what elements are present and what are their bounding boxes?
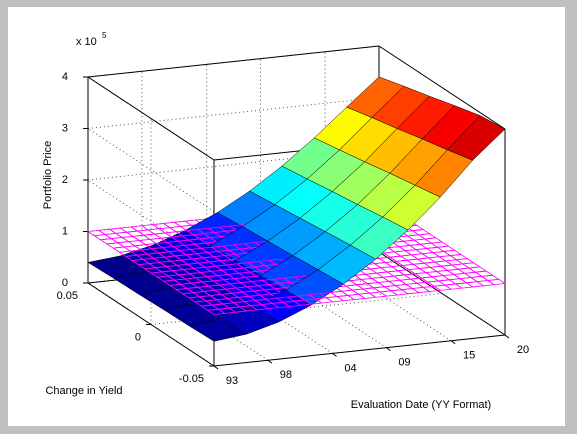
- z-axis-label: Portfolio Price: [42, 141, 54, 209]
- surface-cell: [447, 115, 506, 161]
- x-tick-label: 09: [398, 357, 410, 369]
- x-tick: [213, 365, 219, 370]
- z-tick-label: 4: [62, 71, 68, 83]
- plane-cell: [206, 308, 226, 315]
- box-edge: [213, 334, 506, 367]
- grid-line: [87, 148, 380, 181]
- box-edge: [378, 45, 506, 130]
- x-tick-label: 20: [517, 344, 529, 356]
- x-tick: [504, 334, 510, 339]
- y-tick-label: 0.05: [57, 290, 78, 302]
- x-tick: [332, 352, 337, 357]
- x-tick: [267, 359, 273, 364]
- z-exponent: 5: [102, 31, 107, 40]
- box-edge: [87, 76, 215, 161]
- x-tick-label: 04: [344, 362, 356, 374]
- x-tick: [450, 340, 456, 345]
- x-tick-label: 15: [463, 350, 475, 362]
- z-multiplier: x 10: [76, 36, 97, 48]
- x-tick-label: 93: [226, 375, 238, 387]
- x-tick-label: 98: [280, 369, 292, 381]
- z-tick-label: 2: [62, 174, 68, 186]
- z-tick-label: 0: [62, 277, 68, 289]
- x-axis-label: Evaluation Date (YY Format): [351, 399, 491, 411]
- z-tick-label: 3: [62, 122, 68, 134]
- surface-cell: [188, 318, 247, 342]
- z-tick-label: 1: [62, 225, 68, 237]
- y-tick-label: -0.05: [179, 373, 204, 385]
- y-tick-label: 0: [135, 331, 141, 343]
- x-tick: [386, 347, 391, 352]
- grid-line: [87, 97, 380, 129]
- y-axis-label: Change in Yield: [45, 385, 122, 397]
- box-edge: [87, 45, 380, 78]
